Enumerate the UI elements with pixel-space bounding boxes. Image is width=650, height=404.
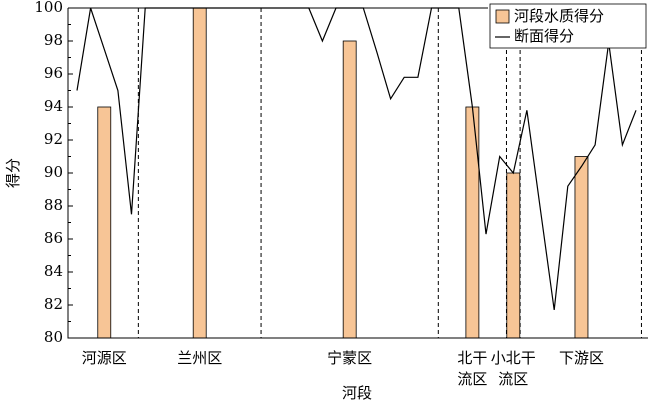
y-tick-label: 100 xyxy=(34,0,63,16)
y-tick-label: 88 xyxy=(44,196,63,214)
legend-label: 断面得分 xyxy=(514,27,574,45)
x-axis-label: 河段 xyxy=(342,384,372,402)
x-tick-label: 小北干流区 xyxy=(491,349,536,388)
y-tick-label: 80 xyxy=(44,328,63,346)
y-tick-label: 82 xyxy=(44,295,63,313)
legend-label: 河段水质得分 xyxy=(514,7,604,25)
x-tick-label: 兰州区 xyxy=(177,349,222,367)
y-tick-label: 92 xyxy=(44,130,63,148)
bar xyxy=(574,156,589,339)
y-tick-label: 96 xyxy=(44,64,63,82)
y-tick-label: 90 xyxy=(44,163,63,181)
y-tick-label: 86 xyxy=(44,229,63,247)
y-tick-label: 84 xyxy=(44,262,63,280)
bar xyxy=(342,40,357,339)
legend-swatch xyxy=(495,9,510,24)
bar xyxy=(506,172,521,339)
x-tick-label: 河源区 xyxy=(82,349,127,367)
x-tick-label: 下游区 xyxy=(559,349,604,367)
bar xyxy=(465,106,480,339)
x-tick-label: 北干流区 xyxy=(457,349,487,388)
plot-frame xyxy=(67,7,648,339)
x-tick-label: 宁蒙区 xyxy=(327,349,372,367)
bar xyxy=(192,7,207,339)
y-tick-label: 98 xyxy=(44,31,63,49)
y-axis-label: 得分 xyxy=(4,158,22,188)
y-tick-label: 94 xyxy=(44,97,63,115)
legend-box xyxy=(489,3,647,49)
bar xyxy=(97,106,112,339)
